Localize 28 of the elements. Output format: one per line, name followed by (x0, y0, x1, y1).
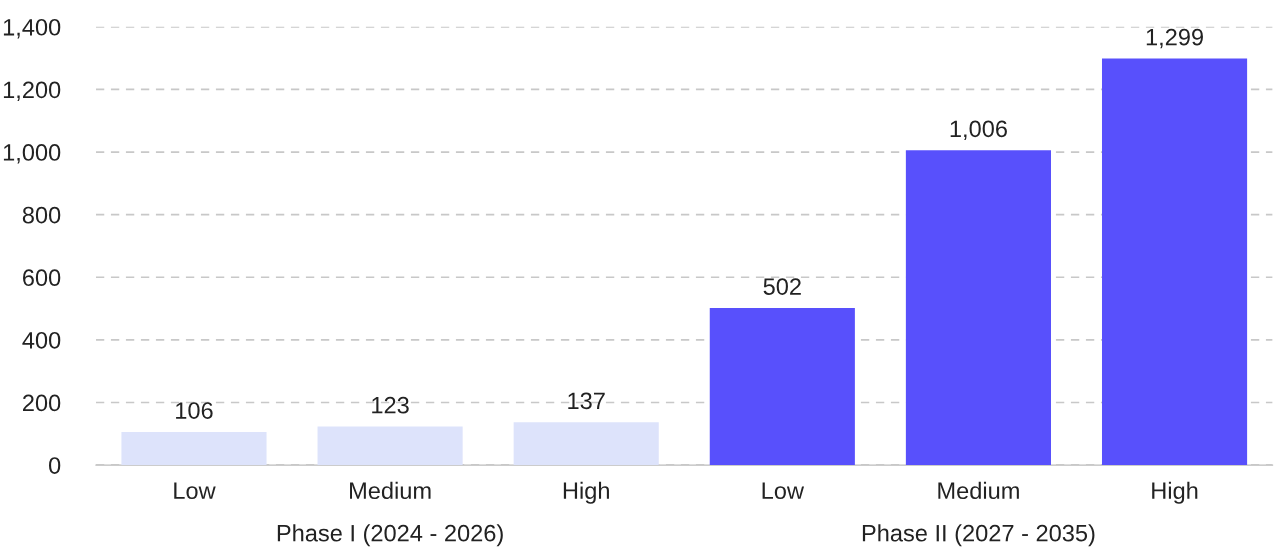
y-tick-label: 0 (49, 457, 61, 474)
y-tick-label: 400 (22, 331, 61, 349)
y-tick-label: 600 (23, 269, 61, 287)
bar (905, 150, 1051, 466)
bar (709, 307, 855, 466)
data-label: 106 (176, 402, 213, 419)
y-tick-label: 1,000 (3, 144, 61, 164)
text: Phase I (2024 - 2026) (277, 524, 503, 547)
y-tick-label: 1,400 (3, 18, 61, 39)
x-tick-label: Low (762, 482, 805, 500)
data-label: 123 (372, 396, 409, 414)
x-tick-label: Low (174, 482, 216, 500)
bar (317, 426, 463, 466)
data-label: 1,006 (950, 120, 1007, 140)
x-tick-label: Medium (350, 481, 431, 500)
bar (513, 422, 659, 466)
bar (1101, 58, 1248, 466)
x-tick-label: High (1152, 481, 1198, 504)
text: Phase II (2027 - 2035) (862, 524, 1095, 547)
data-label: 137 (568, 392, 605, 410)
y-tick-label: 1,200 (3, 81, 61, 102)
x-tick-label: Medium (938, 481, 1019, 500)
y-tick-label: 200 (23, 394, 61, 412)
y-tick-label: 800 (22, 206, 61, 224)
data-label: 502 (763, 278, 801, 295)
data-label: 1,299 (1146, 28, 1203, 49)
x-tick-label: High (563, 481, 609, 504)
bar (121, 431, 267, 466)
